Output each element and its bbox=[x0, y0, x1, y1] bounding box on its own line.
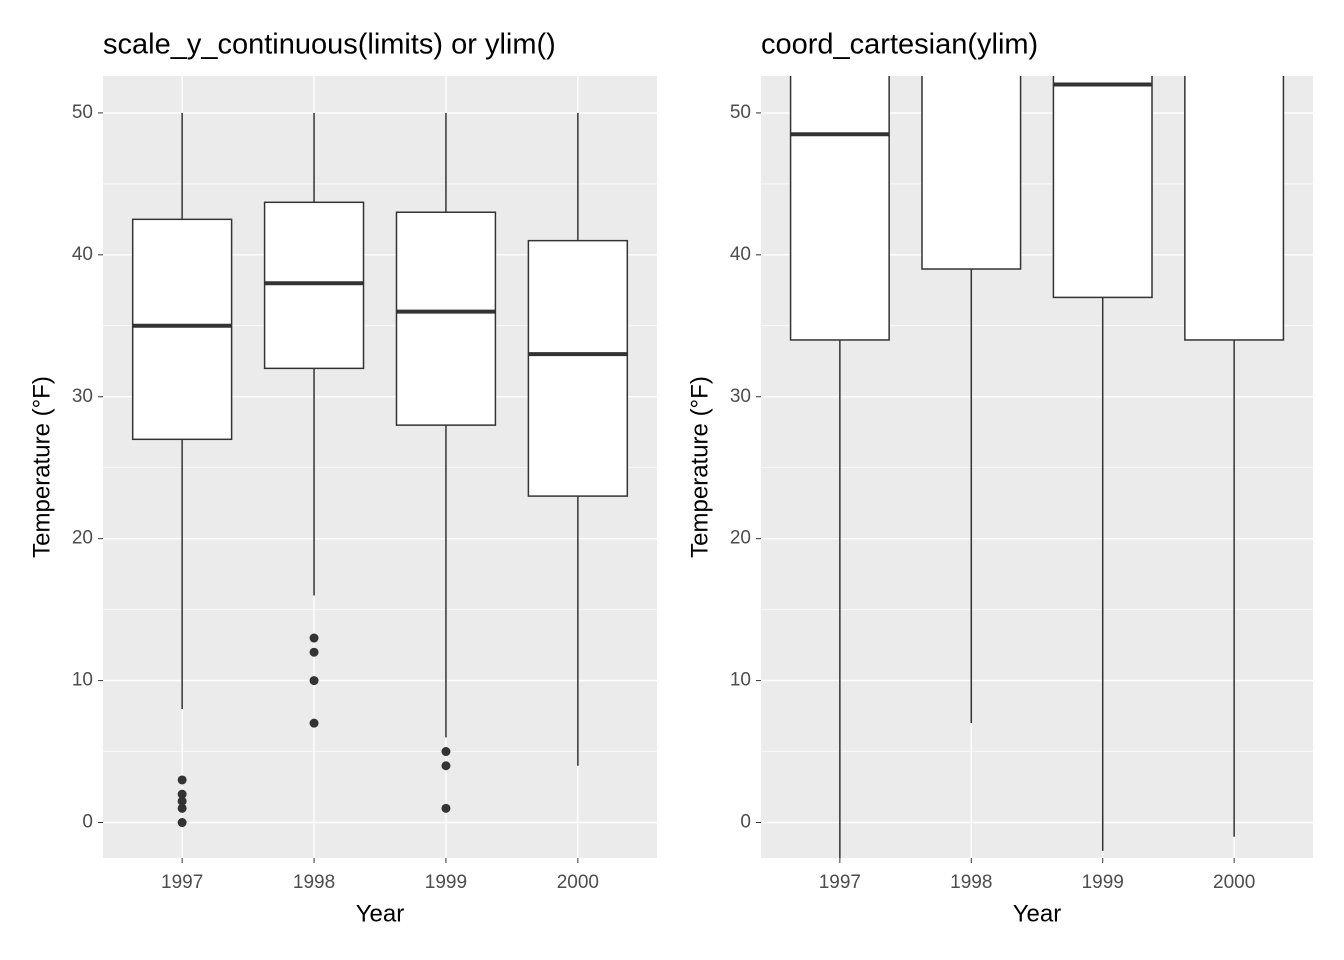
chart-title: scale_y_continuous(limits) or ylim() bbox=[103, 29, 556, 61]
x-tick-label: 1998 bbox=[950, 872, 992, 893]
x-axis-title: Year bbox=[356, 900, 405, 927]
x-tick-label: 1999 bbox=[425, 872, 467, 893]
y-tick-label: 40 bbox=[72, 244, 93, 265]
y-tick-label: 10 bbox=[72, 670, 93, 691]
outlier bbox=[441, 803, 451, 813]
plot-area bbox=[103, 76, 657, 858]
x-tick-label: 1997 bbox=[819, 872, 861, 893]
x-axis-title: Year bbox=[1013, 900, 1062, 927]
box bbox=[789, 76, 890, 341]
y-tick-label: 50 bbox=[72, 102, 93, 123]
outlier bbox=[309, 633, 319, 643]
x-tick-label: 2000 bbox=[1213, 872, 1255, 893]
y-tick-label: 20 bbox=[72, 528, 93, 549]
outlier bbox=[309, 718, 319, 728]
outlier bbox=[441, 747, 451, 757]
plot-area bbox=[761, 76, 1313, 858]
box bbox=[1052, 76, 1153, 299]
box bbox=[921, 76, 1022, 270]
y-tick-label: 40 bbox=[730, 244, 751, 265]
outlier bbox=[441, 761, 451, 771]
outlier bbox=[177, 803, 187, 813]
y-axis-title: Temperature (°F) bbox=[28, 376, 55, 558]
box bbox=[527, 239, 629, 497]
y-tick-label: 20 bbox=[730, 528, 751, 549]
x-tick-label: 1997 bbox=[161, 872, 203, 893]
outlier bbox=[177, 796, 187, 806]
outlier bbox=[309, 647, 319, 657]
outlier bbox=[177, 775, 187, 785]
x-tick-label: 1999 bbox=[1082, 872, 1124, 893]
x-tick-label: 1998 bbox=[293, 872, 335, 893]
y-tick-label: 30 bbox=[730, 386, 751, 407]
outlier bbox=[309, 676, 319, 686]
outlier bbox=[177, 818, 187, 828]
y-axis-title: Temperature (°F) bbox=[686, 376, 713, 558]
y-tick-label: 0 bbox=[740, 812, 751, 833]
y-tick-label: 0 bbox=[82, 812, 93, 833]
y-tick-label: 50 bbox=[730, 102, 751, 123]
box bbox=[131, 218, 233, 441]
y-tick-label: 30 bbox=[72, 386, 93, 407]
box bbox=[395, 211, 497, 426]
chart-title: coord_cartesian(ylim) bbox=[761, 29, 1038, 61]
outlier bbox=[177, 789, 187, 799]
box bbox=[263, 201, 365, 370]
box bbox=[1184, 76, 1285, 341]
x-tick-label: 2000 bbox=[557, 872, 599, 893]
y-tick-label: 10 bbox=[730, 670, 751, 691]
